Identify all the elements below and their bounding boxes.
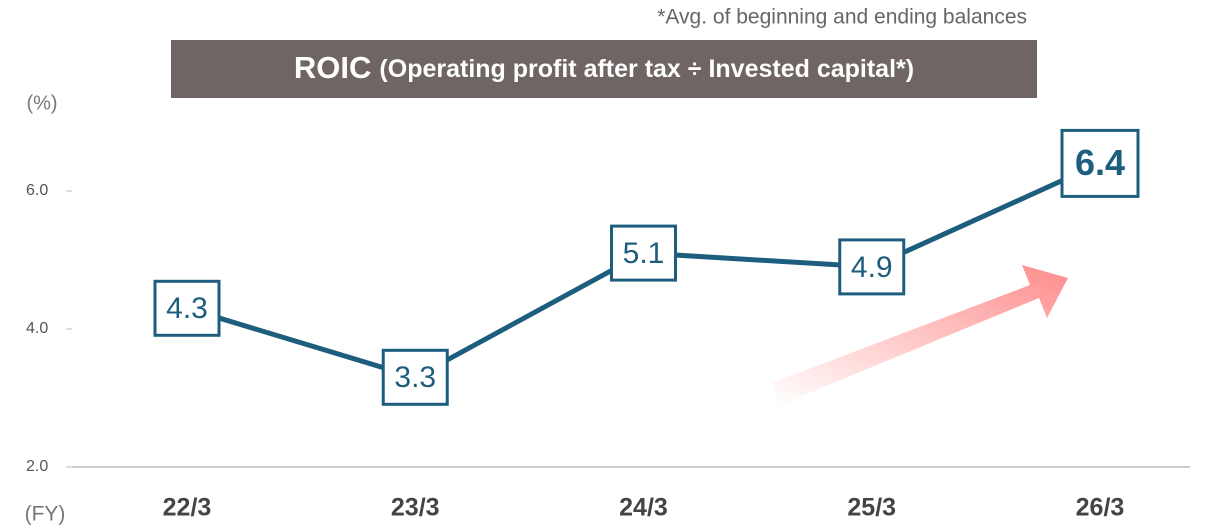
title-box [171,40,1037,98]
chart-subtitle: (Operating profit after tax ÷ Invested c… [379,55,914,83]
title-group: ROIC (Operating profit after tax ÷ Invest… [294,50,914,85]
trend-arrow [772,265,1068,405]
x-tick-label: 26/3 [1076,494,1125,522]
note: *Avg. of beginning and ending balances [657,6,1027,29]
data-label-box [153,279,221,337]
x-axis-label: (FY) [25,503,66,526]
data-label: 4.3 [166,292,208,325]
data-label: 4.9 [851,251,893,284]
y-tick-label: 6.0 [26,182,48,199]
data-label-box [1060,128,1140,198]
y-tick-label: 2.0 [26,458,48,475]
data-label-box [610,224,677,282]
y-tick-label: 4.0 [26,320,48,337]
data-label: 6.4 [1075,142,1125,183]
data-label: 5.1 [623,237,665,270]
data-label-box [838,238,906,296]
x-tick-label: 24/3 [619,494,668,522]
y-axis-unit: (%) [26,92,57,114]
x-tick-label: 23/3 [391,494,440,522]
data-label: 3.3 [394,361,436,394]
x-tick-label: 22/3 [163,494,212,522]
x-tick-label: 25/3 [847,494,896,522]
data-label-box [381,348,449,406]
chart-title: ROIC [294,50,372,85]
